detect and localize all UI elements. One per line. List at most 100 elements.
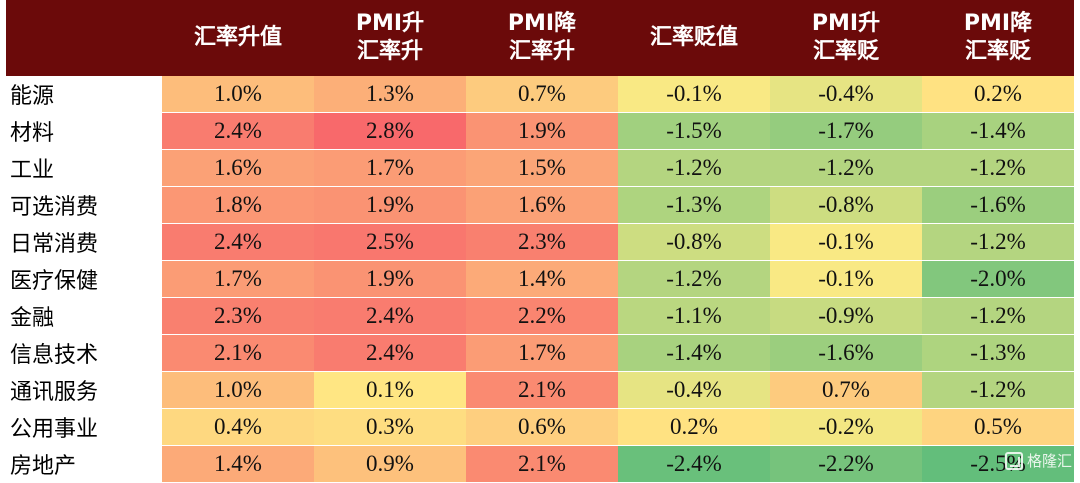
row-label: 信息技术 [6, 334, 162, 372]
watermark-text: 格隆汇 [1026, 452, 1072, 470]
heatmap-cell: -1.2% [922, 297, 1074, 335]
heatmap-cell: -1.7% [770, 112, 922, 150]
heatmap-cell: 2.2% [466, 297, 618, 335]
table-row: 房地产 1.4% 0.9% 2.1% -2.4% -2.2% -2.5% [6, 445, 1074, 483]
column-header: 汇率贬值 [618, 0, 770, 76]
heatmap-cell: 1.9% [466, 112, 618, 150]
heatmap-cell: 0.2% [922, 76, 1074, 113]
watermark: 格隆汇 [1004, 450, 1072, 471]
heatmap-cell: 0.7% [770, 371, 922, 409]
heatmap-cell: 1.6% [466, 186, 618, 224]
heatmap-cell: -1.2% [922, 223, 1074, 261]
heatmap-cell: -1.6% [770, 334, 922, 372]
heatmap-cell: -0.8% [770, 186, 922, 224]
row-label: 医疗保健 [6, 260, 162, 298]
heatmap-cell: 1.0% [162, 76, 314, 113]
heatmap-cell: 2.3% [466, 223, 618, 261]
heatmap-cell: 1.6% [162, 149, 314, 187]
heatmap-cell: 2.1% [162, 334, 314, 372]
heatmap-cell: 0.5% [922, 408, 1074, 446]
heatmap-cell: 1.5% [466, 149, 618, 187]
heatmap-cell: -0.9% [770, 297, 922, 335]
heatmap-cell: 1.0% [162, 371, 314, 409]
header-row: 汇率升值 PMI升 汇率升 PMI降 汇率升 汇率贬值 PMI升 汇率贬 PMI降 汇率贬 [6, 0, 1074, 76]
heatmap-cell: 2.4% [162, 112, 314, 150]
heatmap-cell: -0.2% [770, 408, 922, 446]
heatmap-body: 能源 1.0% 1.3% 0.7% -0.1% -0.4% 0.2% 材料 2.4% 2.8% 1.… [6, 76, 1074, 483]
corner-cell [6, 0, 162, 76]
heatmap-cell: 2.4% [314, 297, 466, 335]
column-header: PMI升 汇率贬 [770, 0, 922, 76]
heatmap-cell: 1.3% [314, 76, 466, 113]
heatmap-cell: -2.0% [922, 260, 1074, 298]
heatmap-cell: 0.3% [314, 408, 466, 446]
heatmap-cell: -1.6% [922, 186, 1074, 224]
heatmap-cell: 0.7% [466, 76, 618, 113]
table-row: 材料 2.4% 2.8% 1.9% -1.5% -1.7% -1.4% [6, 112, 1074, 150]
heatmap-cell: -1.2% [770, 149, 922, 187]
row-label: 能源 [6, 76, 162, 113]
heatmap-cell: 2.8% [314, 112, 466, 150]
table-row: 金融 2.3% 2.4% 2.2% -1.1% -0.9% -1.2% [6, 297, 1074, 335]
table-row: 能源 1.0% 1.3% 0.7% -0.1% -0.4% 0.2% [6, 76, 1074, 113]
row-label: 金融 [6, 297, 162, 335]
heatmap-cell: 1.7% [162, 260, 314, 298]
row-label: 通讯服务 [6, 371, 162, 409]
column-header: 汇率升值 [162, 0, 314, 76]
heatmap-cell: 0.6% [466, 408, 618, 446]
heatmap-cell: -1.2% [618, 260, 770, 298]
heatmap-cell: -0.8% [618, 223, 770, 261]
heatmap-cell: -1.5% [618, 112, 770, 150]
heatmap-cell: -1.4% [922, 112, 1074, 150]
heatmap-cell: 1.8% [162, 186, 314, 224]
table-row: 可选消费 1.8% 1.9% 1.6% -1.3% -0.8% -1.6% [6, 186, 1074, 224]
heatmap-cell: 1.9% [314, 186, 466, 224]
heatmap-cell: -2.4% [618, 445, 770, 483]
column-header: PMI降 汇率升 [466, 0, 618, 76]
heatmap-cell: -1.2% [922, 371, 1074, 409]
column-header: PMI升 汇率升 [314, 0, 466, 76]
row-label: 可选消费 [6, 186, 162, 224]
heatmap-cell: 2.5% [314, 223, 466, 261]
heatmap-cell: 2.4% [314, 334, 466, 372]
row-label: 房地产 [6, 445, 162, 483]
table-row: 工业 1.6% 1.7% 1.5% -1.2% -1.2% -1.2% [6, 149, 1074, 187]
heatmap-cell: 2.3% [162, 297, 314, 335]
heatmap-cell: 0.4% [162, 408, 314, 446]
heatmap-cell: 2.1% [466, 371, 618, 409]
heatmap-cell: -0.1% [770, 260, 922, 298]
heatmap-cell: -0.4% [618, 371, 770, 409]
table-row: 信息技术 2.1% 2.4% 1.7% -1.4% -1.6% -1.3% [6, 334, 1074, 372]
heatmap-cell: -0.1% [770, 223, 922, 261]
column-header: PMI降 汇率贬 [922, 0, 1074, 76]
heatmap-cell: 0.1% [314, 371, 466, 409]
row-label: 日常消费 [6, 223, 162, 261]
row-label: 材料 [6, 112, 162, 150]
watermark-logo-icon [1004, 451, 1023, 470]
heatmap-cell: 1.7% [314, 149, 466, 187]
heatmap-cell: 0.2% [618, 408, 770, 446]
heatmap-cell: 2.1% [466, 445, 618, 483]
heatmap-table: 汇率升值 PMI升 汇率升 PMI降 汇率升 汇率贬值 PMI升 汇率贬 PMI降 汇率贬… [6, 0, 1074, 483]
heatmap-cell: -2.2% [770, 445, 922, 483]
heatmap-cell: -1.4% [618, 334, 770, 372]
heatmap-cell: 1.7% [466, 334, 618, 372]
heatmap-cell: -0.1% [618, 76, 770, 113]
row-label: 工业 [6, 149, 162, 187]
table-row: 公用事业 0.4% 0.3% 0.6% 0.2% -0.2% 0.5% [6, 408, 1074, 446]
heatmap-cell: -1.3% [618, 186, 770, 224]
table-row: 医疗保健 1.7% 1.9% 1.4% -1.2% -0.1% -2.0% [6, 260, 1074, 298]
heatmap-cell: 1.9% [314, 260, 466, 298]
heatmap-cell: 1.4% [466, 260, 618, 298]
heatmap-cell: 0.9% [314, 445, 466, 483]
heatmap-cell: -1.2% [922, 149, 1074, 187]
heatmap-cell: -0.4% [770, 76, 922, 113]
heatmap-cell: 1.4% [162, 445, 314, 483]
heatmap-cell: -1.1% [618, 297, 770, 335]
table-row: 日常消费 2.4% 2.5% 2.3% -0.8% -0.1% -1.2% [6, 223, 1074, 261]
heatmap-cell: -1.3% [922, 334, 1074, 372]
heatmap-cell: -1.2% [618, 149, 770, 187]
row-label: 公用事业 [6, 408, 162, 446]
heatmap-cell: 2.4% [162, 223, 314, 261]
table-row: 通讯服务 1.0% 0.1% 2.1% -0.4% 0.7% -1.2% [6, 371, 1074, 409]
